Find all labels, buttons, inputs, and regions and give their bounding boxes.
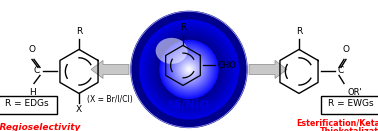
Circle shape	[142, 22, 236, 117]
FancyBboxPatch shape	[0, 96, 57, 114]
Circle shape	[169, 49, 209, 90]
Circle shape	[135, 15, 243, 124]
Text: O: O	[28, 45, 36, 54]
Circle shape	[144, 24, 234, 115]
Circle shape	[170, 50, 208, 89]
Circle shape	[157, 37, 221, 101]
Circle shape	[153, 34, 225, 105]
Text: C: C	[337, 66, 343, 75]
Text: OR': OR'	[348, 88, 363, 97]
Circle shape	[151, 32, 227, 107]
Circle shape	[166, 46, 212, 93]
FancyArrow shape	[91, 60, 129, 78]
Circle shape	[150, 31, 228, 108]
Circle shape	[141, 21, 237, 118]
Circle shape	[139, 19, 239, 120]
Circle shape	[138, 18, 240, 121]
Text: CHO: CHO	[217, 61, 236, 70]
Text: X: X	[76, 105, 82, 114]
Text: (X = Br/I/Cl): (X = Br/I/Cl)	[87, 95, 133, 104]
Circle shape	[140, 20, 238, 119]
Text: R = EWGs: R = EWGs	[328, 100, 374, 108]
Text: Para-Regioselectivity: Para-Regioselectivity	[0, 123, 81, 131]
Text: R: R	[180, 23, 186, 32]
Circle shape	[186, 67, 192, 72]
Ellipse shape	[156, 38, 187, 64]
Circle shape	[146, 27, 232, 112]
Circle shape	[158, 39, 220, 100]
Circle shape	[156, 37, 222, 102]
Circle shape	[165, 45, 213, 94]
Circle shape	[132, 12, 246, 126]
Circle shape	[181, 62, 197, 77]
Circle shape	[160, 40, 218, 98]
Circle shape	[152, 33, 226, 106]
Circle shape	[180, 61, 198, 78]
Circle shape	[149, 30, 229, 109]
Circle shape	[136, 16, 242, 123]
FancyArrow shape	[249, 60, 287, 78]
Text: Esterification/Ketalization/: Esterification/Ketalization/	[296, 118, 378, 127]
Circle shape	[167, 47, 211, 92]
Text: C: C	[34, 66, 40, 75]
Circle shape	[161, 41, 217, 97]
Circle shape	[133, 13, 245, 125]
Circle shape	[159, 39, 219, 99]
Circle shape	[146, 26, 232, 113]
Circle shape	[188, 69, 190, 70]
Circle shape	[154, 35, 224, 104]
Text: O: O	[342, 45, 350, 54]
Circle shape	[164, 44, 214, 95]
Text: R: R	[296, 27, 302, 36]
Circle shape	[179, 60, 199, 79]
Text: Ni/NiO: Ni/NiO	[168, 99, 210, 112]
Circle shape	[174, 54, 204, 85]
Circle shape	[170, 51, 208, 88]
Text: Thioketalization: Thioketalization	[319, 127, 378, 131]
Circle shape	[143, 23, 235, 116]
Circle shape	[134, 14, 244, 125]
Circle shape	[137, 17, 241, 122]
Circle shape	[184, 65, 194, 74]
Circle shape	[178, 59, 200, 80]
Circle shape	[149, 29, 229, 110]
Text: R: R	[76, 27, 82, 36]
Circle shape	[177, 57, 201, 82]
Circle shape	[172, 52, 206, 87]
Text: R = EDGs: R = EDGs	[5, 100, 49, 108]
Circle shape	[163, 43, 215, 95]
Circle shape	[177, 58, 201, 81]
Circle shape	[182, 63, 196, 76]
Circle shape	[155, 36, 223, 103]
Circle shape	[168, 48, 210, 91]
Text: H: H	[29, 88, 36, 97]
Circle shape	[187, 67, 191, 71]
Circle shape	[183, 64, 195, 75]
Circle shape	[144, 25, 234, 114]
Circle shape	[162, 42, 216, 97]
Circle shape	[185, 66, 193, 73]
Circle shape	[173, 53, 205, 86]
Circle shape	[131, 11, 247, 127]
Circle shape	[147, 28, 231, 111]
FancyBboxPatch shape	[321, 96, 378, 114]
Circle shape	[175, 55, 203, 84]
Circle shape	[175, 56, 203, 83]
